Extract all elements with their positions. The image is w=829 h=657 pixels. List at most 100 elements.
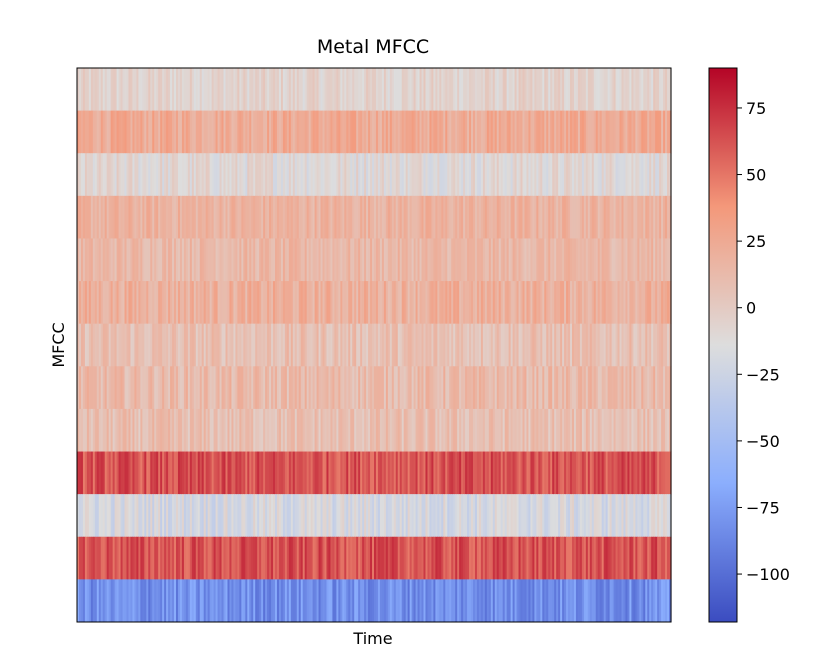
heatmap-cell [124,281,128,325]
heatmap-cell [395,366,399,410]
heatmap-cell [330,195,334,239]
heatmap-cell [572,110,575,154]
heatmap-cell [469,68,472,112]
heatmap-cell [213,68,217,112]
heatmap-cell [370,366,373,410]
heatmap-cell [667,153,670,197]
heatmap-cell [619,110,623,154]
heatmap-cell [637,68,640,112]
heatmap-cell [498,195,502,239]
heatmap-cell [134,366,137,410]
heatmap-cell [403,494,407,538]
heatmap-cell [417,68,421,112]
heatmap-cell [579,366,583,410]
heatmap-cell [326,536,330,580]
heatmap-cell [435,153,438,197]
heatmap-cell [199,494,203,538]
heatmap-cell [247,536,250,580]
heatmap-cell [136,323,139,367]
heatmap-cell [455,68,458,112]
heatmap-cell [134,153,137,197]
heatmap-cell [385,494,389,538]
heatmap-cell [573,68,577,112]
heatmap-cell [480,68,484,112]
heatmap-cell [516,195,520,239]
heatmap-cell [425,451,429,495]
heatmap-cell [423,281,427,325]
heatmap-cell [570,153,573,197]
heatmap-cell [534,238,537,282]
heatmap-cell [465,366,468,410]
heatmap-cell [639,494,642,538]
heatmap-cell [441,238,444,282]
heatmap-cell [185,281,189,325]
heatmap-cell [239,408,242,452]
heatmap-cell [419,536,423,580]
heatmap-cell [413,323,417,367]
heatmap-cell [457,238,460,282]
heatmap-cell [140,281,143,325]
heatmap-cell [562,451,565,495]
heatmap-cell [162,451,165,495]
heatmap-cell [522,494,526,538]
heatmap-cell [211,536,215,580]
heatmap-cell [261,451,264,495]
heatmap-cell [352,110,355,154]
heatmap-cell [138,238,141,282]
heatmap-cell [122,238,126,282]
heatmap-cell [158,323,161,367]
heatmap-cell [229,323,233,367]
heatmap-cell [560,494,563,538]
heatmap-cell [130,451,134,495]
heatmap-cell [474,408,478,452]
heatmap-cell [397,366,401,410]
heatmap-cell [419,451,423,495]
heatmap-cell [144,281,147,325]
heatmap-cell [455,494,458,538]
heatmap-cell [542,68,545,112]
heatmap-cell [132,281,136,325]
heatmap-cell [506,494,510,538]
heatmap-cell [342,366,345,410]
heatmap-cell [581,110,585,154]
heatmap-cell [201,281,205,325]
heatmap-cell [631,68,634,112]
heatmap-cell [429,68,433,112]
heatmap-cell [160,366,163,410]
heatmap-cell [235,579,238,623]
heatmap-cell [296,536,300,580]
heatmap-cell [116,68,120,112]
heatmap-cell [197,451,201,495]
heatmap-cell [473,68,476,112]
heatmap-cell [164,281,167,325]
heatmap-cell [471,195,474,239]
heatmap-cell [108,153,112,197]
heatmap-cell [500,195,504,239]
heatmap-cell [140,579,143,623]
heatmap-cell [215,238,219,282]
heatmap-cell [142,451,145,495]
heatmap-cell [350,238,353,282]
heatmap-cell [110,110,114,154]
heatmap-cell [185,494,189,538]
heatmap-cell [655,281,658,325]
heatmap-cell [427,451,431,495]
heatmap-cell [189,153,193,197]
heatmap-cell [183,323,187,367]
heatmap-cell [340,408,343,452]
heatmap-cell [330,323,334,367]
heatmap-cell [78,195,82,239]
heatmap-cell [447,68,450,112]
heatmap-cell [241,536,244,580]
heatmap-cell [395,153,399,197]
heatmap-cell [344,408,347,452]
heatmap-cell [415,323,419,367]
heatmap-cell [474,451,478,495]
heatmap-cell [267,366,270,410]
heatmap-cell [518,110,522,154]
heatmap-cell [243,579,246,623]
heatmap-cell [146,323,149,367]
heatmap-cell [413,408,417,452]
heatmap-cell [639,153,642,197]
